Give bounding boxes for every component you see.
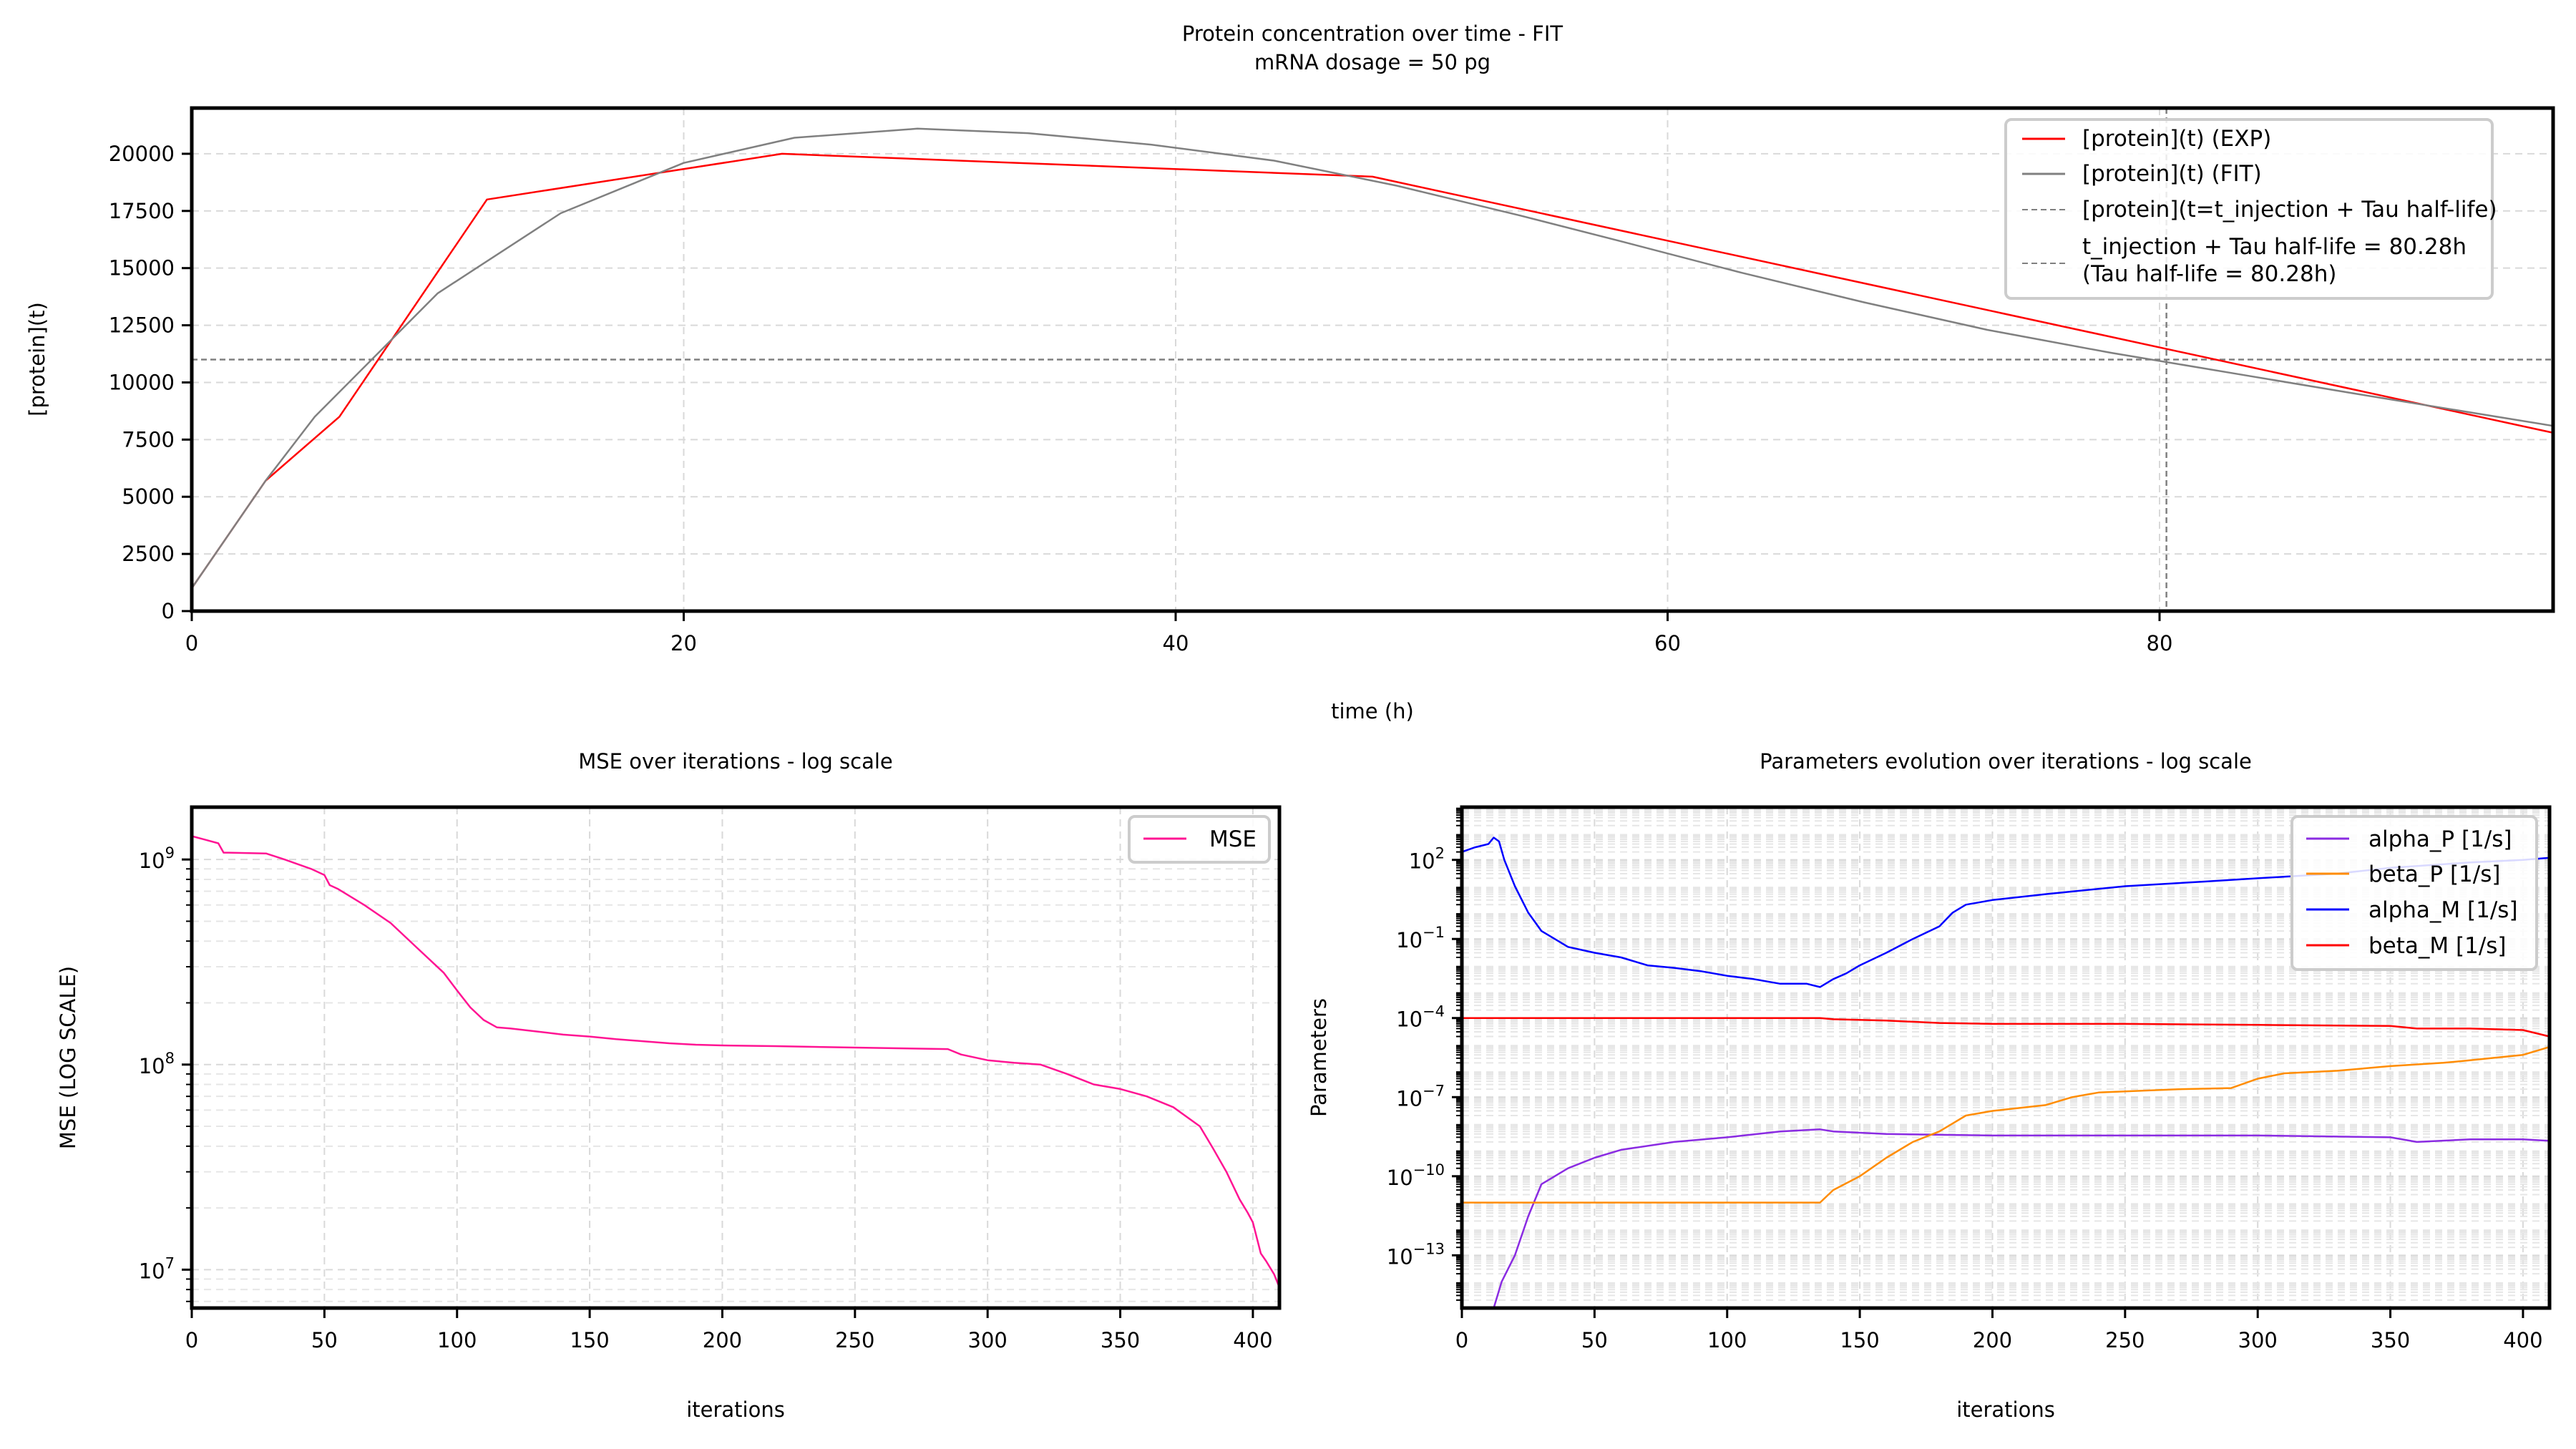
params-xtick-label-0: 0 xyxy=(1455,1328,1468,1352)
mse-ytick-label-2: 109 xyxy=(139,844,175,873)
mse-grid xyxy=(191,807,1279,1308)
protein-ytick-label-0: 0 xyxy=(162,599,175,623)
mse-chart: MSE over iterations - log scale 0 50 100 15… xyxy=(56,749,1282,1422)
mse-legend-box xyxy=(1128,815,1271,864)
legend-label-alpha-m: alpha_M [1/s] xyxy=(2368,897,2518,923)
mse-y-ticks: 107 108 109 xyxy=(139,844,192,1302)
protein-ytick-label-2: 5000 xyxy=(122,484,175,509)
protein-ytick-label-1: 2500 xyxy=(122,542,175,566)
mse-xtick-label-6: 300 xyxy=(968,1328,1008,1352)
protein-x-axis-label: time (h) xyxy=(1331,699,1414,723)
params-chart-title: Parameters evolution over iterations - l… xyxy=(1760,749,2252,774)
mse-ytick-label-1: 108 xyxy=(139,1050,175,1078)
params-ytick-label-2: 10−7 xyxy=(1396,1082,1445,1111)
params-xtick-label-8: 400 xyxy=(2503,1328,2542,1352)
mse-x-axis-label: iterations xyxy=(686,1397,785,1422)
protein-y-axis-label: [protein](t) xyxy=(25,302,49,416)
protein-ytick-label-8: 20000 xyxy=(109,142,175,166)
params-xtick-label-7: 350 xyxy=(2371,1328,2410,1352)
protein-ytick-label-5: 12500 xyxy=(109,313,175,338)
params-series-line-alpha-p-1-s xyxy=(1462,1128,2550,1309)
params-xtick-label-2: 100 xyxy=(1707,1328,1747,1352)
protein-xtick-label-3: 60 xyxy=(1654,631,1681,655)
protein-ytick-label-3: 7500 xyxy=(122,427,175,452)
mse-series-line-mse xyxy=(191,835,1281,1288)
figure-title: Protein concentration over time - FIT xyxy=(1182,21,1563,46)
params-y-ticks: 10−13 10−10 10−7 10−4 10−1 102 xyxy=(1387,807,1462,1301)
params-xtick-label-5: 250 xyxy=(2105,1328,2145,1352)
mse-xtick-label-7: 350 xyxy=(1101,1328,1140,1352)
mse-xtick-label-0: 0 xyxy=(185,1328,198,1352)
mse-xtick-label-2: 100 xyxy=(437,1328,477,1352)
params-xtick-label-3: 150 xyxy=(1840,1328,1879,1352)
mse-xtick-label-4: 200 xyxy=(703,1328,742,1352)
params-series xyxy=(1461,836,2550,1309)
protein-legend-box xyxy=(2004,118,2494,300)
params-series-line-beta-m-1-s xyxy=(1462,1017,2550,1038)
mse-x-ticks: 0 50 100 150 200 250 300 350 400 xyxy=(185,1308,1273,1352)
mse-series xyxy=(191,835,1281,1288)
params-xtick-label-1: 50 xyxy=(1581,1328,1608,1352)
params-series-line-alpha-m-1-s xyxy=(1461,836,2550,988)
params-legend: alpha_P [1/s] beta_P [1/s] alpha_M [1/s]… xyxy=(2290,815,2538,971)
protein-chart: 0 20 40 60 80 0 2500 5000 7500 10000 12500 15000 17… xyxy=(25,106,2555,723)
params-ytick-label-5: 102 xyxy=(1409,845,1445,874)
protein-plot-frame xyxy=(190,106,2555,613)
mse-plot-frame xyxy=(190,805,1282,1310)
params-ytick-label-4: 10−1 xyxy=(1396,924,1445,952)
params-ytick-label-3: 10−4 xyxy=(1396,1003,1445,1032)
legend-label-beta-p: beta_P [1/s] xyxy=(2368,862,2500,887)
protein-xtick-label-1: 20 xyxy=(670,631,697,655)
protein-xtick-label-2: 40 xyxy=(1163,631,1189,655)
mse-xtick-label-5: 250 xyxy=(835,1328,874,1352)
legend-label-ref-vertical-line1: t_injection + Tau half-life = 80.28h xyxy=(2082,234,2467,260)
protein-y-ticks: 0 2500 5000 7500 10000 12500 15000 17500 20000 xyxy=(109,142,192,623)
figure-subtitle: mRNA dosage = 50 pg xyxy=(1254,50,1491,74)
params-legend-box xyxy=(2290,815,2538,971)
legend-label-beta-m: beta_M [1/s] xyxy=(2368,933,2507,959)
protein-x-ticks: 0 20 40 60 80 xyxy=(185,611,2173,655)
params-ytick-label-1: 10−10 xyxy=(1387,1161,1445,1190)
params-chart: Parameters evolution over iterations - l… xyxy=(1307,749,2552,1422)
protein-series-line-protein-t-fit xyxy=(190,127,2554,589)
params-y-axis-label: Parameters xyxy=(1307,998,1331,1117)
protein-ytick-label-6: 15000 xyxy=(109,256,175,280)
protein-xtick-label-0: 0 xyxy=(185,631,198,655)
mse-y-axis-label: MSE (LOG SCALE) xyxy=(56,966,80,1149)
params-xtick-label-4: 200 xyxy=(1973,1328,2012,1352)
protein-ytick-label-4: 10000 xyxy=(109,370,175,394)
mse-xtick-label-8: 400 xyxy=(1233,1328,1272,1352)
protein-ytick-label-7: 17500 xyxy=(109,199,175,223)
mse-ytick-label-0: 107 xyxy=(139,1254,175,1283)
params-xtick-label-6: 300 xyxy=(2238,1328,2278,1352)
params-x-ticks: 0 50 100 150 200 250 300 350 400 xyxy=(1455,1308,2543,1352)
mse-xtick-label-3: 150 xyxy=(570,1328,609,1352)
protein-xtick-label-4: 80 xyxy=(2147,631,2173,655)
protein-series xyxy=(190,127,2554,589)
mse-legend: MSE xyxy=(1128,815,1271,864)
legend-label-fit: [protein](t) (FIT) xyxy=(2082,161,2262,187)
protein-legend: [protein](t) (EXP) [protein](t) (FIT) [p… xyxy=(2004,118,2497,300)
legend-label-ref-vertical-line2: (Tau half-life = 80.28h) xyxy=(2082,261,2336,287)
legend-label-alpha-p: alpha_P [1/s] xyxy=(2368,826,2512,852)
legend-label-exp: [protein](t) (EXP) xyxy=(2082,126,2271,152)
mse-xtick-label-1: 50 xyxy=(311,1328,338,1352)
params-ytick-label-0: 10−13 xyxy=(1387,1240,1445,1269)
params-x-axis-label: iterations xyxy=(1956,1397,2055,1422)
legend-label-ref-horizontal: [protein](t=t_injection + Tau half-life) xyxy=(2082,197,2497,223)
params-series-line-beta-p-1-s xyxy=(1462,1045,2550,1204)
mse-chart-title: MSE over iterations - log scale xyxy=(578,749,893,774)
legend-label-mse: MSE xyxy=(1209,826,1257,852)
